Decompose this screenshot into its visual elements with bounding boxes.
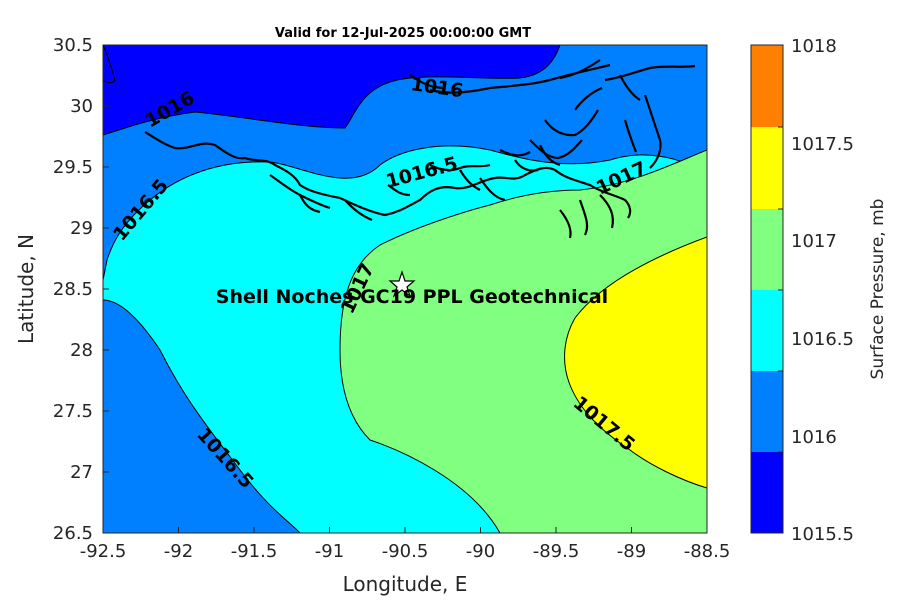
colorbar-tick-label: 1017.5	[791, 134, 854, 155]
region-1015-5-corner	[103, 45, 116, 84]
x-tick-marks	[102, 527, 708, 533]
x-tick-label: -89.5	[533, 541, 580, 562]
colorbar-tick-label: 1018	[791, 36, 837, 57]
x-tick-label: -89	[617, 541, 646, 562]
colorbar-frame	[750, 44, 784, 534]
x-tick-label: -88.5	[684, 541, 731, 562]
y-axis-label: Latitude, N	[14, 234, 38, 344]
colorbar-tick-label: 1016.5	[791, 329, 854, 350]
y-tick-label: 27.5	[53, 401, 93, 422]
y-tick-marks	[103, 44, 109, 534]
x-tick-label: -92.5	[80, 541, 127, 562]
y-tick-label: 28.5	[53, 279, 93, 300]
site-marker: Shell Noches GC19 PPL Geotechnical	[216, 270, 608, 308]
y-tick-label: 30	[70, 96, 93, 117]
x-tick-label: -90	[466, 541, 495, 562]
y-tick-label: 26.5	[53, 523, 93, 544]
region-1017-5	[564, 236, 707, 489]
colorbar-swatch	[751, 452, 783, 533]
y-axis: 30.5 30 29.5 29 28.5 28 27.5 27 26.5 Lat…	[14, 35, 109, 544]
colorbar-swatch	[751, 127, 783, 209]
map-title: Valid for 12-Jul-2025 00:00:00 GMT	[275, 26, 531, 41]
y-tick-label: 27	[70, 462, 93, 483]
x-tick-label: -91.5	[231, 541, 278, 562]
map-plot-area	[103, 45, 707, 533]
colorbar-swatch	[751, 209, 783, 290]
colorbar-label: Surface Pressure, mb	[868, 199, 888, 380]
colorbar-tick-label: 1016	[791, 427, 837, 448]
y-tick-label: 29	[70, 218, 93, 239]
region-1016-bottom	[103, 299, 301, 533]
star-icon	[388, 270, 416, 298]
colorbar: 1018 1017.5 1017 1016.5 1016 1015.5 Surf…	[750, 36, 888, 545]
coastline	[144, 59, 696, 239]
x-tick-label: -90.5	[382, 541, 429, 562]
x-axis-label: Longitude, E	[343, 572, 468, 596]
x-tick-label: -92	[164, 541, 193, 562]
site-label: Shell Noches GC19 PPL Geotechnical	[216, 286, 608, 308]
colorbar-swatch	[751, 45, 783, 127]
colorbar-tick-label: 1015.5	[791, 524, 854, 545]
x-axis: -92.5 -92 -91.5 -91 -90.5 -90 -89.5 -89 …	[80, 527, 731, 596]
region-1015-5	[103, 45, 561, 136]
colorbar-swatch	[751, 371, 783, 452]
colorbar-tick-label: 1017	[791, 231, 837, 252]
y-tick-label: 28	[70, 340, 93, 361]
colorbar-swatch	[751, 290, 783, 371]
y-tick-label: 29.5	[53, 157, 93, 178]
y-tick-label: 30.5	[53, 35, 93, 56]
x-tick-label: -91	[315, 541, 344, 562]
